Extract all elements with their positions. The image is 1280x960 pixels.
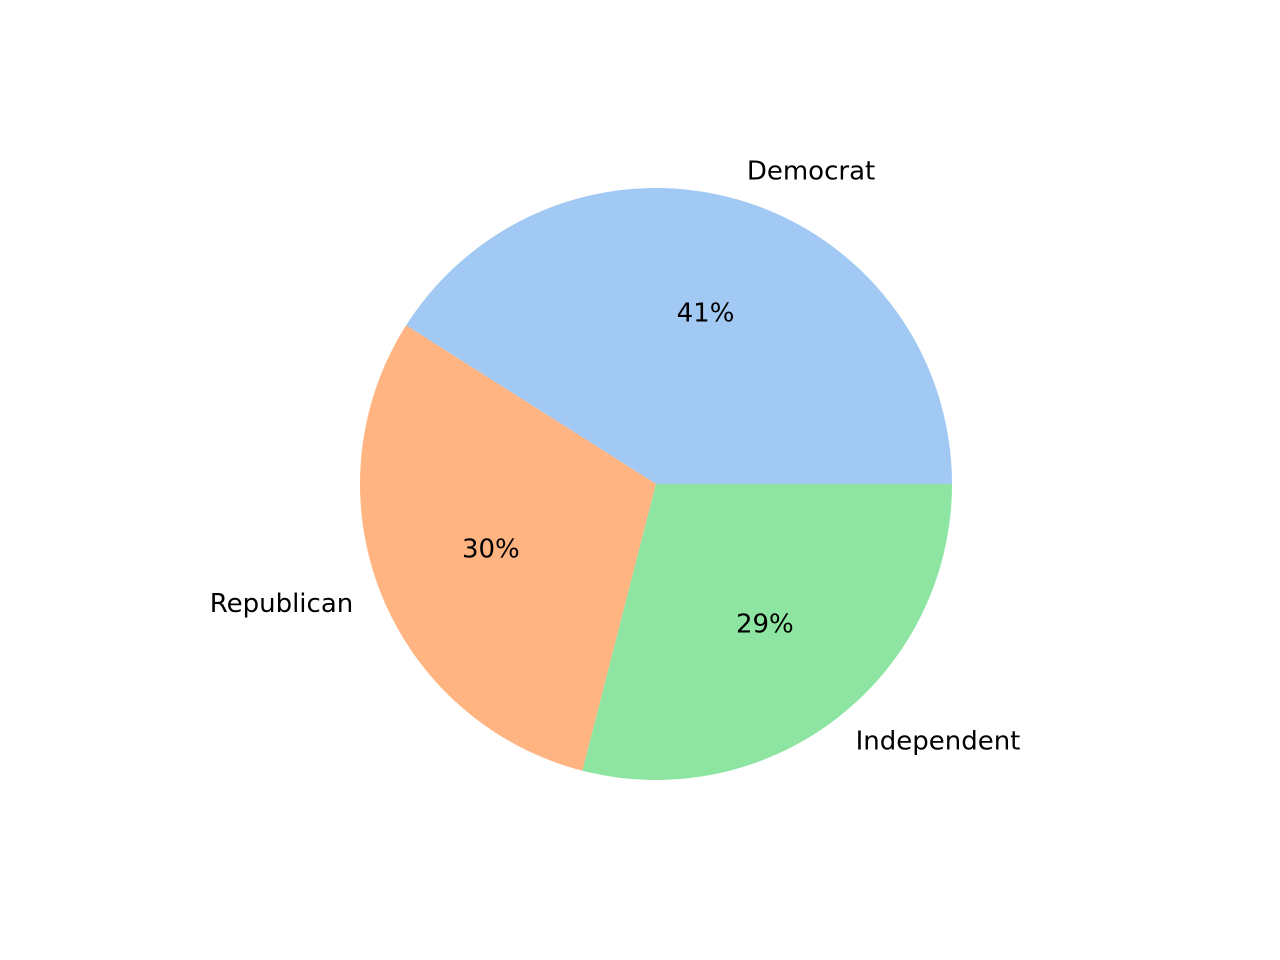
pie-slice-independent (582, 484, 952, 780)
percent-label-democrat: 41% (677, 298, 735, 328)
category-label-republican: Republican (210, 589, 354, 619)
category-label-independent: Independent (856, 726, 1021, 756)
percent-label-independent: 29% (736, 609, 794, 639)
pie-slice-democrat (406, 188, 953, 484)
pie-slice-republican (359, 325, 656, 771)
percent-label-republican: 30% (462, 534, 520, 564)
pie-labels: Democrat 41% Republican 30% Independent 29% (210, 156, 1021, 756)
category-label-democrat: Democrat (747, 156, 875, 186)
pie-slices (359, 188, 953, 780)
